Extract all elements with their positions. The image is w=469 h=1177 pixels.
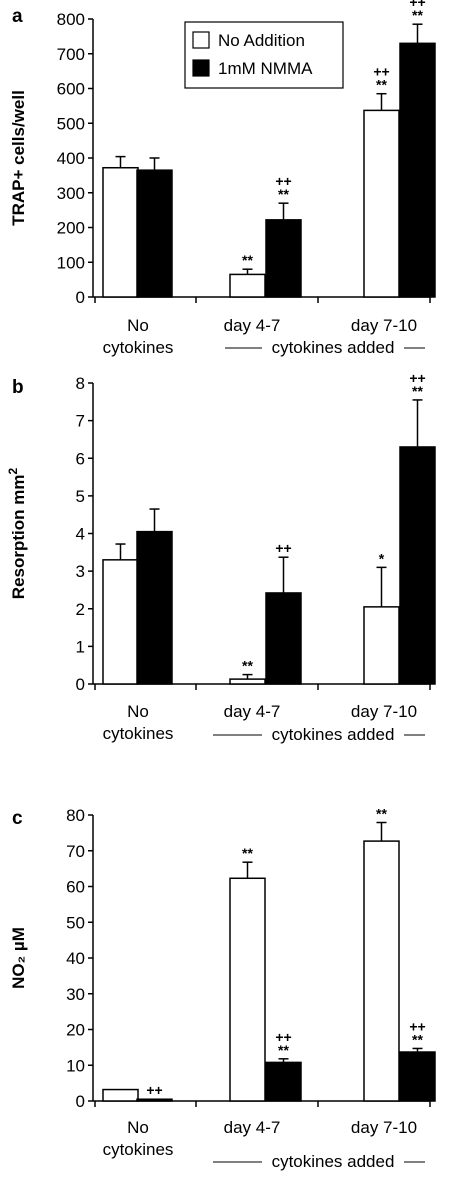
- x-category-label: cytokines: [103, 338, 174, 357]
- significance-marker: **: [412, 1031, 423, 1047]
- bar-s0-g1: [229, 273, 266, 298]
- significance-marker: **: [242, 845, 253, 861]
- x-category-label: day 4-7: [224, 1118, 281, 1137]
- y-tick-label: 200: [57, 219, 85, 238]
- bar-s1-g2: [399, 446, 436, 685]
- legend-swatch: [192, 59, 210, 77]
- y-tick-label: 2: [76, 600, 85, 619]
- significance-marker: **: [242, 252, 253, 268]
- y-tick-label: 7: [76, 412, 85, 431]
- legend-entry: 1mM NMMA: [218, 59, 313, 78]
- significance-marker: ++: [275, 540, 291, 556]
- significance-marker: ++: [275, 1029, 291, 1045]
- y-tick-label: 70: [66, 842, 85, 861]
- significance-marker: **: [278, 186, 289, 202]
- significance-marker: ++: [409, 370, 425, 386]
- y-tick-label: 500: [57, 114, 85, 133]
- bar-s0-g2: [363, 606, 400, 685]
- y-tick-label: 6: [76, 449, 85, 468]
- y-tick-label: 60: [66, 878, 85, 897]
- group-label: cytokines added: [272, 1152, 395, 1171]
- y-tick-label: 700: [57, 45, 85, 64]
- significance-marker: ++: [373, 64, 389, 80]
- y-tick-label: 80: [66, 806, 85, 825]
- y-tick-label: 100: [57, 253, 85, 272]
- significance-marker: **: [376, 806, 387, 822]
- panel-letter: a: [12, 6, 23, 27]
- panel-letter: c: [12, 808, 23, 829]
- y-axis-label: NO₂ µM: [9, 927, 28, 989]
- bar-s1-g1: [265, 592, 302, 685]
- legend-swatch: [192, 31, 210, 49]
- y-axis-label-sup: 2: [6, 468, 20, 475]
- bar-s0-g2: [363, 840, 400, 1102]
- significance-marker: ++: [409, 1018, 425, 1034]
- significance-marker: **: [278, 1042, 289, 1058]
- y-tick-label: 50: [66, 913, 85, 932]
- y-axis-label: Resorption mm2: [6, 468, 28, 600]
- x-category-label: cytokines: [103, 1140, 174, 1159]
- significance-marker: ++: [275, 173, 291, 189]
- bar-s1-g1: [265, 1061, 302, 1102]
- x-category-label: day 7-10: [351, 702, 417, 721]
- y-tick-label: 0: [76, 288, 85, 307]
- bar-s1-g0: [136, 169, 173, 298]
- bar-s1-g1: [265, 219, 302, 298]
- group-label: cytokines added: [272, 338, 395, 357]
- chart-panel-a: a TRAP+ cells/well 0 100 200 300 400 500 600 700 8…: [9, 0, 436, 357]
- x-category-label: day 4-7: [224, 702, 281, 721]
- y-tick-label: 300: [57, 184, 85, 203]
- significance-marker: **: [242, 658, 253, 674]
- group-label: cytokines added: [272, 725, 395, 744]
- significance-marker: **: [412, 383, 423, 399]
- bar-s0-g0: [102, 559, 139, 685]
- x-category-label: day 4-7: [224, 316, 281, 335]
- x-category-label: No: [127, 316, 149, 335]
- y-tick-label: 40: [66, 949, 85, 968]
- y-tick-label: 1: [76, 637, 85, 656]
- bar-s0-g1: [229, 877, 266, 1102]
- y-tick-label: 8: [76, 374, 85, 393]
- panel-letter: b: [12, 377, 24, 398]
- bar-s1-g0: [136, 530, 173, 685]
- y-tick-label: 30: [66, 985, 85, 1004]
- y-axis-label-text: NO₂ µM: [9, 927, 28, 989]
- y-tick-label: 10: [66, 1056, 85, 1075]
- y-tick-label: 20: [66, 1021, 85, 1040]
- significance-marker: ++: [409, 0, 425, 10]
- bar-s0-g0: [102, 166, 139, 298]
- y-tick-label: 400: [57, 149, 85, 168]
- x-category-label: No: [127, 702, 149, 721]
- legend-box: [184, 21, 344, 89]
- bar-s0-g1: [229, 678, 266, 685]
- legend-entry: No Addition: [218, 31, 305, 50]
- significance-marker: **: [412, 7, 423, 23]
- y-axis-label-text: TRAP+ cells/well: [9, 90, 28, 226]
- x-category-label: day 7-10: [351, 316, 417, 335]
- y-tick-label: 600: [57, 80, 85, 99]
- x-category-label: No: [127, 1118, 149, 1137]
- y-tick-label: 5: [76, 487, 85, 506]
- bar-s1-g0: [136, 1098, 173, 1102]
- y-tick-label: 0: [76, 675, 85, 694]
- bar-s0-g2: [363, 109, 400, 298]
- x-category-label: day 7-10: [351, 1118, 417, 1137]
- y-tick-label: 4: [76, 525, 85, 544]
- y-axis-label-text: Resorption mm: [9, 475, 28, 600]
- y-tick-label: 800: [57, 10, 85, 29]
- y-tick-label: 0: [76, 1092, 85, 1111]
- bar-s0-g0: [102, 1088, 139, 1102]
- significance-marker: **: [376, 77, 387, 93]
- legend: No Addition 1mM NMMA: [184, 21, 344, 89]
- bar-s1-g2: [399, 42, 436, 298]
- y-axis-label: TRAP+ cells/well: [9, 90, 28, 226]
- significance-marker: *: [379, 550, 385, 566]
- bar-s1-g2: [399, 1051, 436, 1102]
- y-tick-label: 3: [76, 562, 85, 581]
- significance-marker: ++: [146, 1082, 162, 1098]
- x-category-label: cytokines: [103, 724, 174, 743]
